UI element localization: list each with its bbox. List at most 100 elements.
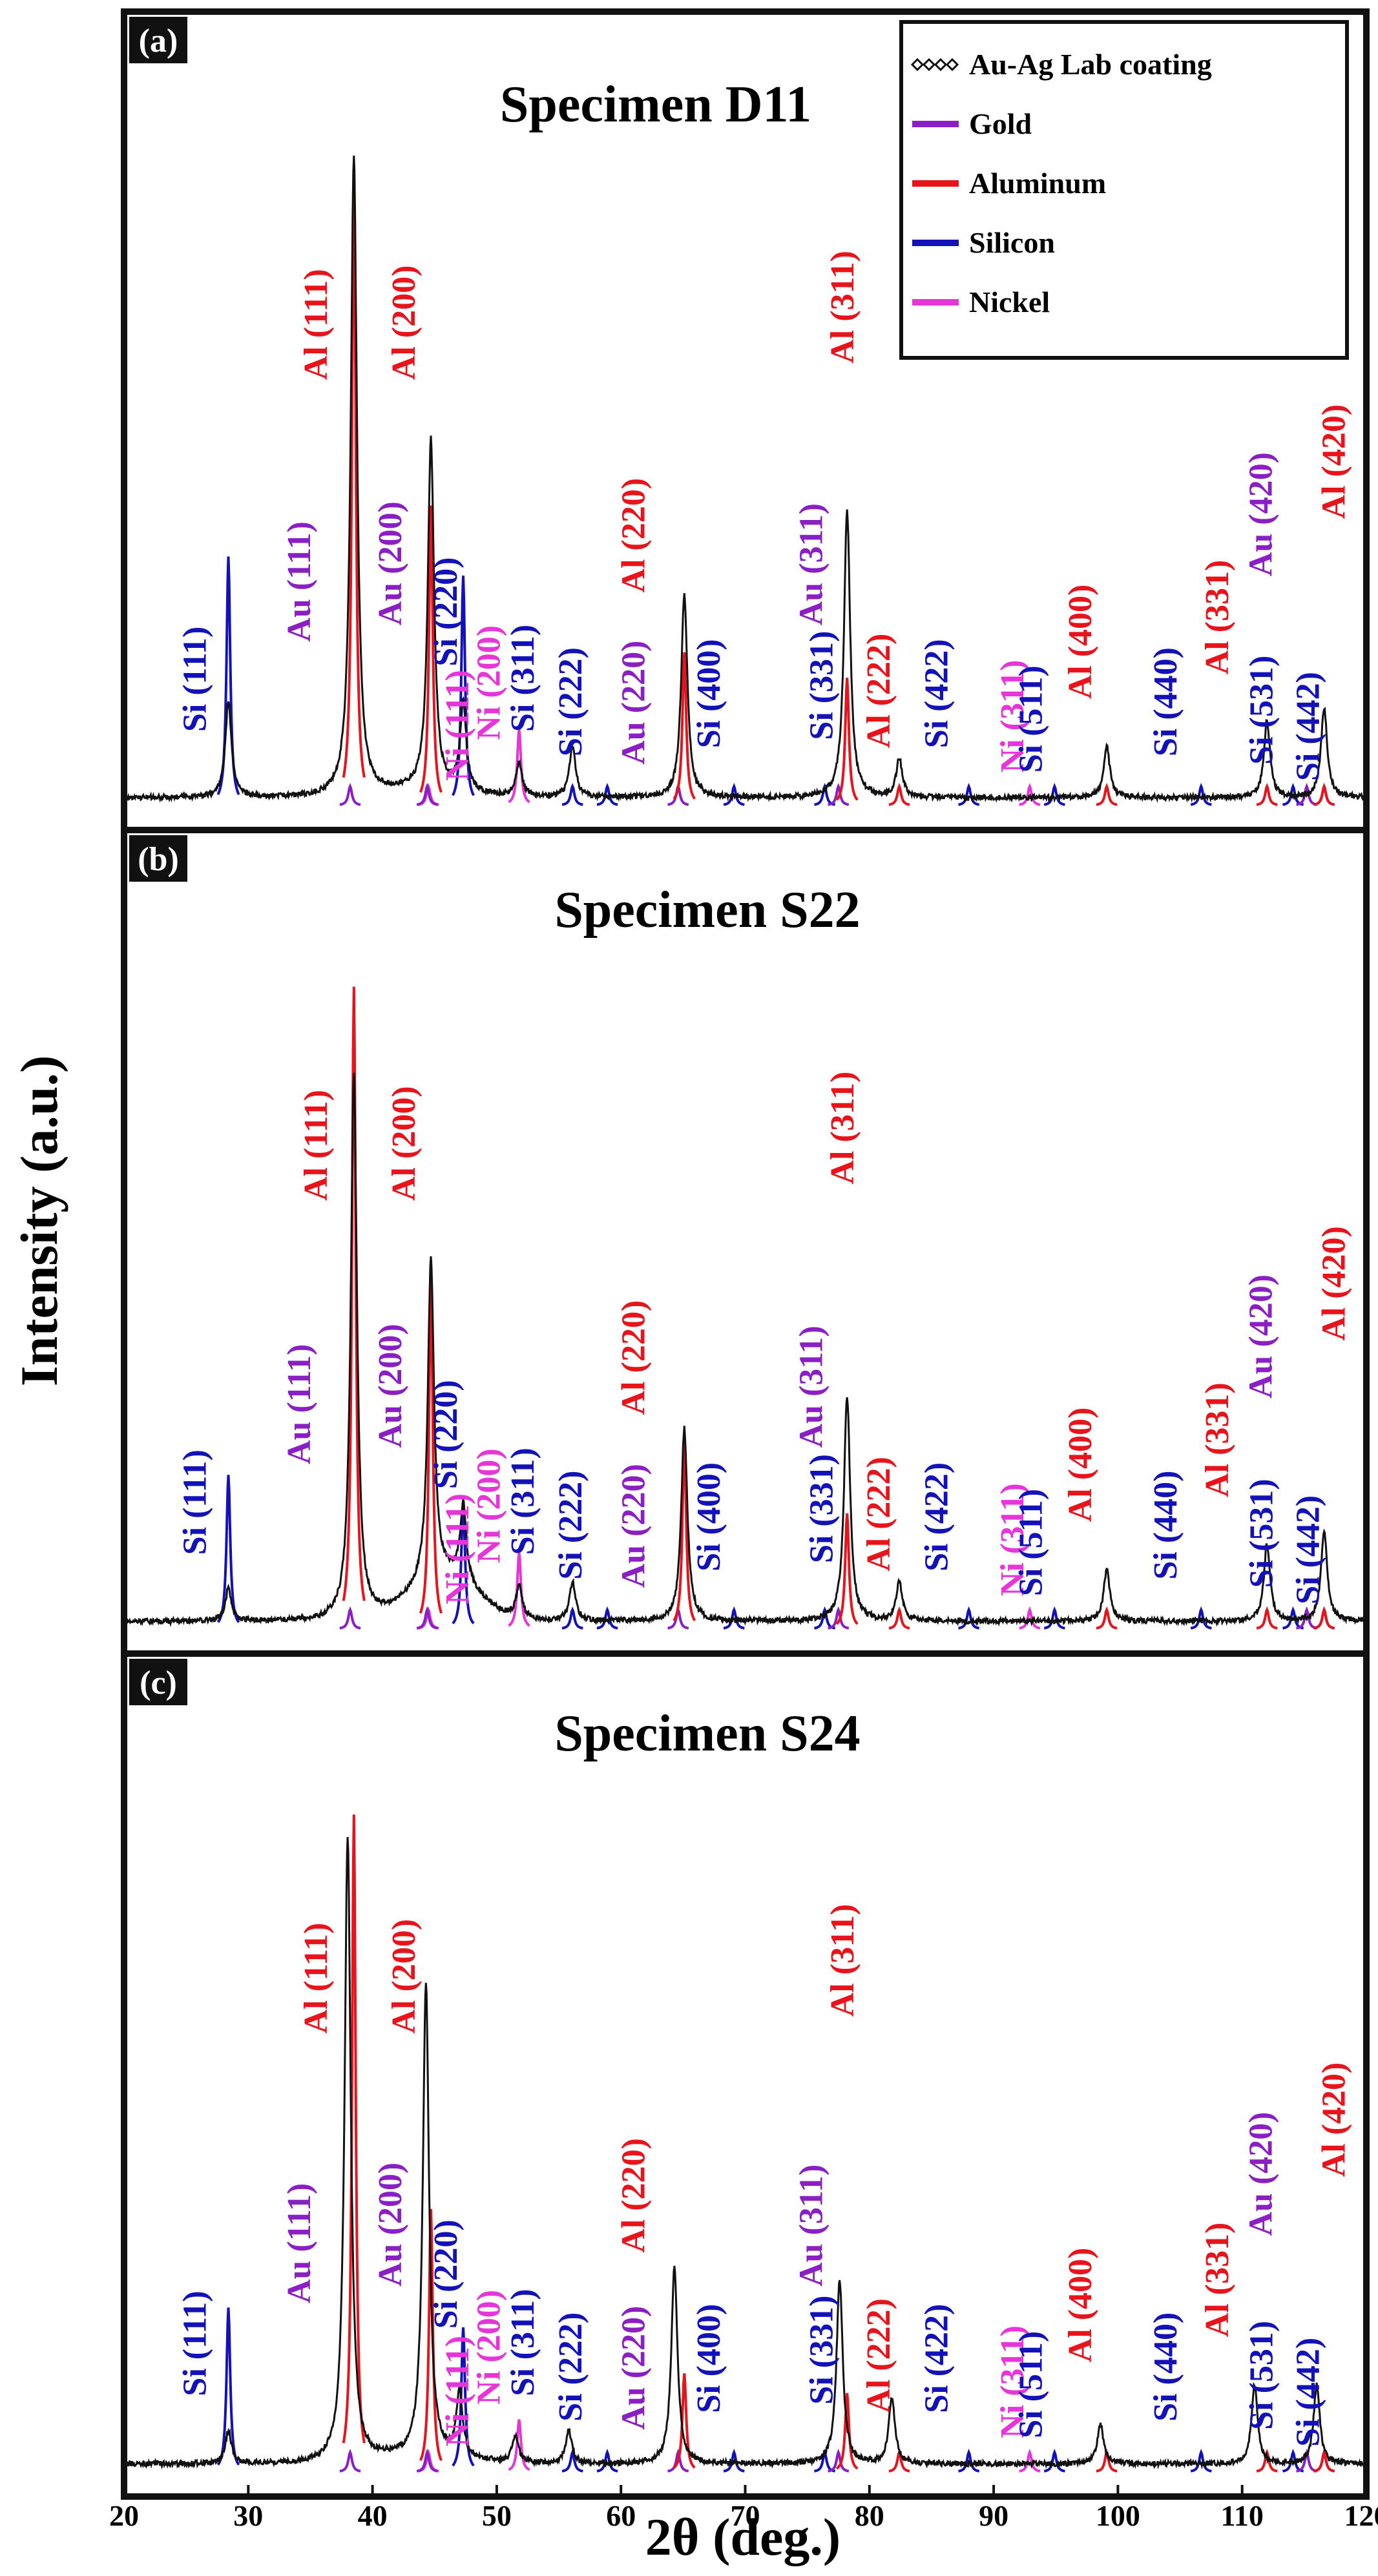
measured-pattern — [124, 155, 1366, 804]
peak-label: Al (200) — [386, 1086, 423, 1201]
peak-label: Al (220) — [615, 1300, 652, 1415]
x-tick-label: 120 — [1344, 2499, 1378, 2532]
ref-peak-al-111- — [342, 986, 366, 1601]
ref-peak-al-420- — [1313, 1606, 1335, 1630]
peak-label: Si (111) — [177, 627, 214, 732]
peak-label: Al (311) — [824, 1904, 861, 2017]
panel-tag-box — [129, 1659, 187, 1705]
peak-label: Si (220) — [428, 1380, 465, 1489]
ref-peak-si-222- — [596, 782, 618, 806]
ref-peak-al-222- — [888, 1606, 910, 1630]
peak-label: Al (400) — [1062, 1407, 1099, 1522]
x-tick-label: 100 — [1096, 2499, 1140, 2532]
x-tick-label: 40 — [358, 2499, 388, 2532]
ref-peak-si-220- — [452, 576, 475, 796]
panel-tag-text: (b) — [138, 841, 179, 878]
peak-label: Al (111) — [298, 269, 335, 380]
panel-title: Specimen S24 — [554, 1705, 860, 1762]
peak-label: Ni (200) — [471, 625, 508, 740]
peak-label: Au (420) — [1243, 2112, 1280, 2236]
ref-peak-al-222- — [888, 782, 910, 806]
peak-label: Si (442) — [1290, 1495, 1327, 1605]
peak-label: Si (511) — [1012, 1489, 1049, 1596]
peak-label: Si (400) — [691, 1462, 727, 1572]
ref-peak-al-311- — [835, 1513, 859, 1625]
ref-peak-al-200- — [419, 505, 443, 793]
peak-label: Au (311) — [793, 503, 830, 625]
panel-tag: (c) — [129, 1659, 187, 1705]
ref-peak-au-311- — [828, 2448, 850, 2473]
peak-label: Ni (200) — [471, 2290, 508, 2405]
panel-3: (c) Specimen S24 Si (111) Au (111) Al (111) N… — [121, 1650, 1370, 2500]
panel-tag: (b) — [129, 835, 187, 882]
peak-label: Al (111) — [298, 1922, 335, 2033]
panel-title: Specimen S22 — [554, 882, 860, 939]
x-tick-label: 20 — [109, 2499, 139, 2532]
peak-label: Si (311) — [505, 1448, 541, 1555]
peak-label: Si (511) — [1012, 665, 1049, 773]
ref-peak-si-440- — [1190, 1606, 1212, 1630]
peak-label: Si (400) — [691, 639, 727, 748]
ref-peak-si-222- — [596, 2448, 618, 2473]
peak-label: Si (311) — [505, 625, 541, 732]
peak-label: Al (220) — [615, 478, 652, 593]
peak-label: Au (111) — [281, 1344, 318, 1464]
peak-label: Au (220) — [616, 1464, 652, 1588]
legend-entry: Gold — [969, 107, 1032, 140]
ref-peak-al-311- — [835, 678, 859, 801]
peak-label: Ni (111) — [439, 670, 476, 781]
ref-peak-al-420- — [1313, 2448, 1335, 2473]
panel-1: (a) Specimen D11 Si (111) Au (111) Al (111) N… — [121, 8, 1370, 833]
ref-peak-si-111- — [216, 2307, 240, 2466]
peak-label: Au (200) — [372, 501, 409, 625]
peak-label: Si (111) — [177, 1449, 214, 1555]
x-tick-label: 50 — [482, 2499, 512, 2532]
peak-label: Al (111) — [298, 1090, 335, 1201]
peak-label: Ni (311) — [994, 660, 1031, 773]
peak-label: Al (400) — [1062, 2248, 1099, 2363]
ref-peak-si-511- — [1043, 1606, 1065, 1630]
legend-marker — [934, 57, 948, 72]
panel-tag-box — [129, 17, 187, 63]
peak-label: Si (331) — [804, 1454, 840, 1563]
peak-label: Al (200) — [386, 1919, 423, 2034]
ref-peak-al-311- — [835, 2393, 859, 2470]
peak-label: Au (200) — [372, 1324, 409, 1448]
peak-label: Si (222) — [552, 1471, 589, 1580]
peak-label: Si (111) — [177, 2290, 214, 2396]
ref-peak-si-440- — [1190, 2448, 1212, 2473]
ref-peak-si-400- — [723, 2448, 745, 2473]
ref-peak-au-111- — [339, 1606, 361, 1630]
peak-label: Al (222) — [861, 1457, 897, 1572]
ref-peak-si-111- — [216, 1475, 240, 1623]
peak-label: Al (331) — [1199, 560, 1236, 675]
legend-marker — [922, 57, 936, 72]
ref-peak-au-111- — [339, 2448, 361, 2473]
peak-label: Si (440) — [1147, 647, 1184, 756]
y-axis-label: Intensity (a.u.) — [10, 1055, 68, 1387]
legend-entry: Au-Ag Lab coating — [969, 48, 1212, 81]
peak-label: Al (222) — [861, 2298, 897, 2413]
legend-marker — [910, 57, 924, 72]
legend-box — [899, 20, 1349, 360]
ref-peak-si-222- — [596, 1606, 618, 1630]
peak-label: Si (422) — [919, 1462, 955, 1572]
panel-tag-text: (a) — [139, 23, 178, 59]
peak-label: Al (400) — [1062, 585, 1099, 700]
peak-label: Al (311) — [824, 251, 861, 364]
peak-label: Au (420) — [1243, 1274, 1280, 1398]
ref-peak-si-440- — [1190, 782, 1212, 806]
ref-peak-au-311- — [828, 782, 850, 806]
panels: (a) Specimen D11 Si (111) Au (111) Al (111) N… — [121, 8, 1370, 2500]
ref-peak-ni-200- — [508, 729, 530, 804]
panel-tag-box — [129, 835, 187, 882]
peak-label: Si (220) — [428, 2219, 465, 2329]
peak-label: Si (442) — [1290, 672, 1327, 781]
ref-peak-au-200- — [416, 2448, 438, 2473]
ref-peak-al-331- — [1256, 782, 1278, 806]
x-tick-label: 60 — [606, 2499, 636, 2532]
peak-label: Ni (311) — [994, 1483, 1031, 1596]
ref-peak-si-422- — [958, 2448, 980, 2473]
peak-label: Ni (200) — [471, 1448, 508, 1563]
ref-peak-si-422- — [958, 782, 980, 806]
